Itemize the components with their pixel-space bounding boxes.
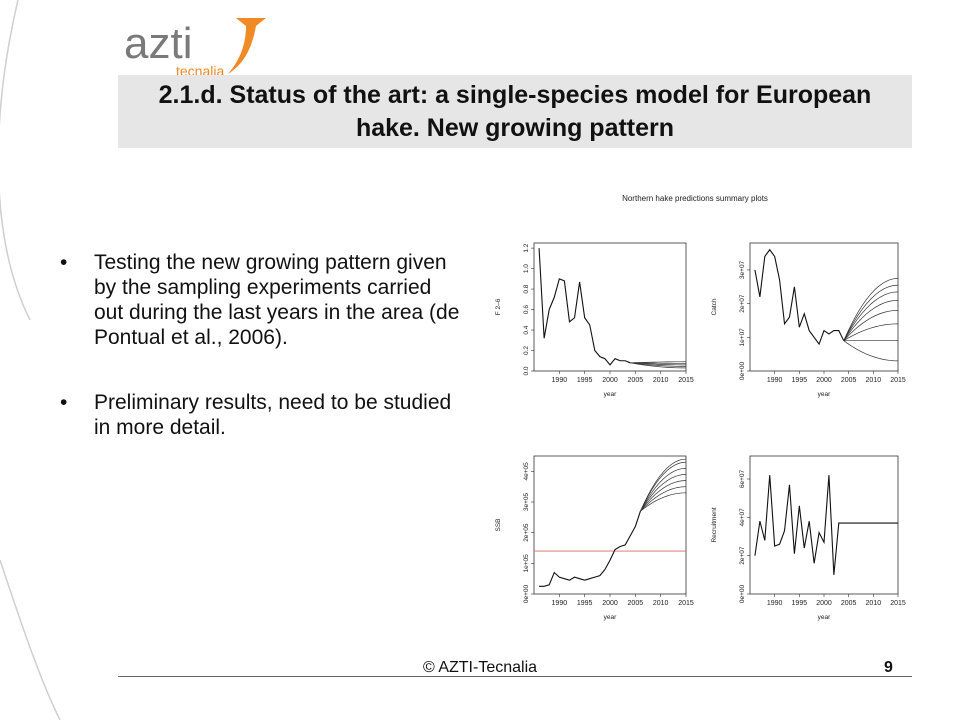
y-tick-label: 0.6 bbox=[523, 305, 530, 314]
x-axis-label: year bbox=[604, 391, 617, 398]
projection-line bbox=[640, 492, 687, 512]
y-axis-label: Recruitment bbox=[711, 507, 718, 542]
y-tick-label: 0e+00 bbox=[739, 361, 746, 380]
x-tick-label: 1990 bbox=[767, 600, 783, 607]
x-tick-label: 1995 bbox=[792, 600, 808, 607]
x-tick-label: 1990 bbox=[552, 600, 568, 607]
x-tick-label: 2005 bbox=[628, 600, 644, 607]
azti-tecnalia-logo: azti tecnalia bbox=[118, 14, 278, 80]
projection-line bbox=[843, 284, 899, 341]
x-tick-label: 1995 bbox=[792, 377, 808, 384]
y-tick-label: 2e+07 bbox=[739, 294, 746, 313]
x-tick-label: 2010 bbox=[653, 377, 669, 384]
series-line bbox=[754, 475, 898, 575]
x-tick-label: 1990 bbox=[767, 377, 783, 384]
projection-line bbox=[640, 461, 687, 512]
x-axis-label: year bbox=[818, 391, 831, 398]
y-axis-label: Catch bbox=[711, 298, 718, 315]
projection-line bbox=[843, 299, 899, 341]
footer-divider bbox=[118, 676, 912, 677]
y-tick-label: 0e+00 bbox=[739, 584, 746, 603]
slide-title-box: 2.1.d. Status of the art: a single-speci… bbox=[118, 75, 912, 148]
x-tick-label: 2010 bbox=[653, 600, 669, 607]
y-tick-label: 2e+07 bbox=[739, 546, 746, 565]
x-tick-label: 2010 bbox=[866, 377, 882, 384]
y-tick-label: 1e+05 bbox=[523, 554, 530, 573]
series-line bbox=[754, 248, 845, 346]
projection-line bbox=[843, 310, 899, 341]
x-tick-label: 2005 bbox=[628, 377, 644, 384]
projection-line bbox=[843, 340, 899, 362]
projection-line bbox=[640, 467, 687, 512]
plot-frame bbox=[533, 242, 687, 372]
y-tick-label: 3e+05 bbox=[523, 492, 530, 511]
x-tick-label: 2000 bbox=[602, 377, 618, 384]
y-tick-label: 1.2 bbox=[523, 243, 530, 252]
projection-line bbox=[843, 278, 899, 341]
x-tick-label: 2015 bbox=[678, 600, 694, 607]
y-tick-label: 1.0 bbox=[523, 264, 530, 273]
y-tick-label: 6e+07 bbox=[739, 469, 746, 488]
bullet-item: Testing the new growing pattern given by… bbox=[56, 250, 466, 350]
x-axis-label: year bbox=[818, 614, 831, 621]
projection-line bbox=[640, 458, 687, 512]
projection-line bbox=[630, 362, 687, 367]
y-tick-label: 2e+05 bbox=[523, 523, 530, 542]
y-axis-label: F 2–6 bbox=[495, 298, 502, 315]
projection-line bbox=[630, 362, 686, 364]
bullet-list: Testing the new growing pattern given by… bbox=[56, 250, 466, 480]
y-tick-label: 0.8 bbox=[523, 284, 530, 293]
x-tick-label: 1995 bbox=[577, 377, 593, 384]
logo-swoosh-icon bbox=[228, 18, 266, 74]
bullet-item: Preliminary results, need to be studied … bbox=[56, 390, 466, 440]
projection-line bbox=[630, 362, 687, 366]
page-number: 9 bbox=[884, 659, 893, 676]
x-tick-label: 2000 bbox=[816, 600, 832, 607]
slide-title: 2.1.d. Status of the art: a single-speci… bbox=[158, 80, 872, 142]
x-tick-label: 2000 bbox=[816, 377, 832, 384]
x-tick-label: 1990 bbox=[552, 377, 568, 384]
projection-line bbox=[640, 474, 687, 512]
x-tick-label: 2015 bbox=[890, 600, 906, 607]
projection-line bbox=[630, 362, 687, 369]
projection-line bbox=[843, 323, 899, 341]
y-tick-label: 0.2 bbox=[523, 346, 530, 355]
y-tick-label: 1e+07 bbox=[739, 328, 746, 347]
logo-brand-text: azti bbox=[124, 19, 192, 68]
y-tick-label: 3e+07 bbox=[739, 260, 746, 279]
x-tick-label: 2015 bbox=[678, 377, 694, 384]
plot-frame bbox=[533, 455, 687, 595]
x-axis-label: year bbox=[604, 614, 617, 621]
projection-line bbox=[640, 486, 687, 512]
y-tick-label: 0.0 bbox=[523, 366, 530, 375]
x-tick-label: 1995 bbox=[577, 600, 593, 607]
y-axis-label: SSB bbox=[495, 518, 502, 531]
figure-title: Northern hake predictions summary plots bbox=[622, 194, 768, 203]
projection-line bbox=[843, 291, 899, 341]
projection-line bbox=[630, 361, 687, 364]
y-tick-label: 4e+05 bbox=[523, 462, 530, 481]
footer-copyright: © AZTI-Tecnalia bbox=[422, 659, 538, 676]
hake-summary-plots: Northern hake predictions summary plots 1… bbox=[495, 194, 906, 621]
plot-frame bbox=[749, 455, 899, 595]
y-tick-label: 0.4 bbox=[523, 325, 530, 334]
x-tick-label: 2005 bbox=[841, 377, 857, 384]
x-tick-label: 2005 bbox=[841, 600, 857, 607]
projection-line bbox=[640, 480, 687, 512]
x-tick-label: 2010 bbox=[866, 600, 882, 607]
series-line bbox=[538, 248, 631, 366]
x-tick-label: 2000 bbox=[602, 600, 618, 607]
series-line bbox=[539, 511, 641, 587]
y-tick-label: 4e+07 bbox=[739, 508, 746, 527]
y-tick-label: 0e+00 bbox=[523, 584, 530, 603]
x-tick-label: 2015 bbox=[890, 377, 906, 384]
